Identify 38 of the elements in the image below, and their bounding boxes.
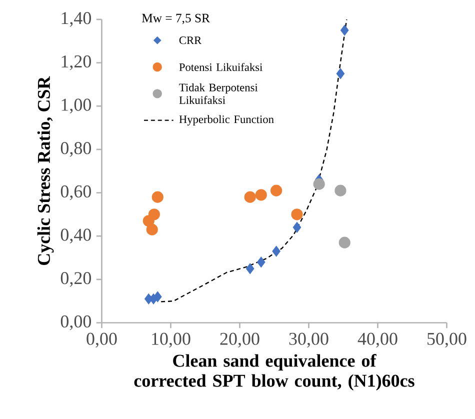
point: [292, 222, 302, 233]
legend-label: CRR: [179, 36, 202, 44]
point: [257, 256, 266, 268]
y-axis-title: Cyclic Stress Ratio, CSR: [37, 76, 54, 266]
y-tick-label: 0,60: [60, 185, 92, 200]
point: [152, 191, 164, 203]
y-tick-label: 0,40: [60, 228, 92, 244]
x-tick-label: 40,00: [358, 332, 398, 348]
legend-title: Mw = 7,5 SR: [142, 14, 210, 24]
y-tick-label: 1,20: [62, 55, 92, 70]
point: [244, 191, 256, 203]
point: [334, 184, 346, 196]
y-tick-label: 0,80: [60, 142, 92, 157]
x-tick-label: 0,00: [86, 332, 117, 348]
point: [146, 224, 158, 236]
point: [272, 246, 280, 256]
point: [336, 68, 344, 79]
legend-label: Hyperbolic Function: [179, 115, 274, 126]
point: [338, 236, 350, 248]
x-axis-title: Clean sand equivalence of corrected SPT blow count, (N1)60cs: [134, 354, 414, 391]
x-tick-label: 20,00: [220, 332, 260, 348]
y-tick-label: 0,00: [60, 315, 92, 330]
point: [270, 184, 282, 196]
point: [246, 263, 254, 274]
y-tick-label: 1,00: [62, 98, 92, 114]
point: [340, 25, 349, 36]
y-tick-label: 1,40: [62, 12, 92, 27]
point: [291, 208, 303, 220]
x-tick-label: 10,00: [152, 332, 190, 348]
point: [255, 189, 267, 201]
point: [148, 208, 160, 220]
point: [154, 292, 162, 302]
legend-label: Tidak Berpotensi Likuifaksi: [179, 83, 258, 104]
point: [313, 178, 325, 190]
y-tick-label: 0,20: [60, 272, 92, 287]
x-tick-label: 30,00: [289, 332, 328, 348]
x-tick-label: 50,00: [428, 332, 466, 348]
legend-label: Potensi Likuifaksi: [179, 62, 262, 72]
